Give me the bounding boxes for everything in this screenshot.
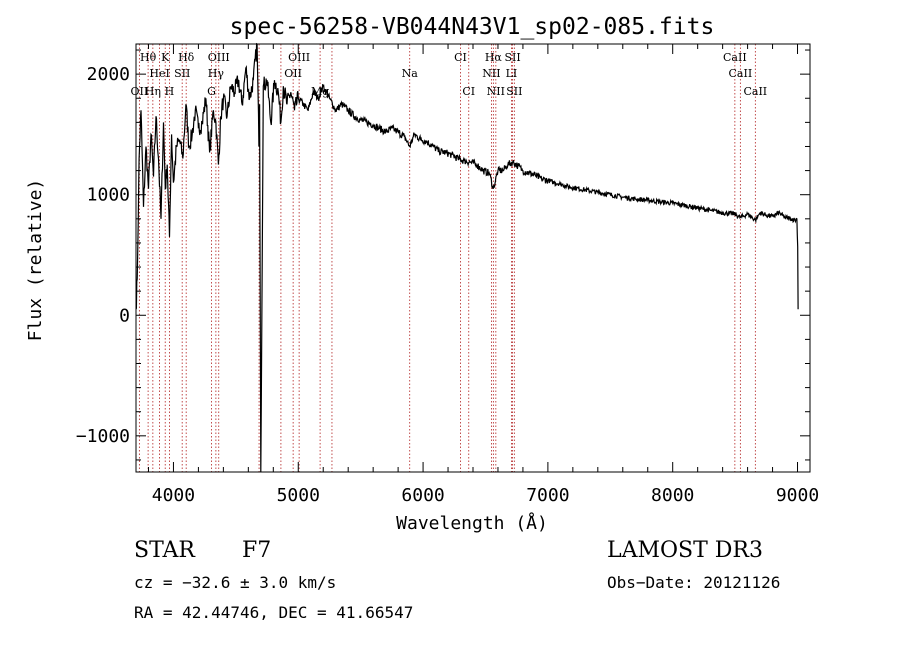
y-axis: −1000 0 1000 2000 (76, 49, 810, 461)
marker-label-15: LI (506, 67, 518, 80)
marker-label-6: Hα (485, 51, 503, 64)
marker-label-7: SII (504, 51, 520, 64)
x-tick-label: 8000 (651, 485, 694, 506)
x-tick-label: 5000 (277, 485, 320, 506)
x-axis-label: Wavelength (Å) (396, 512, 548, 534)
x-tick-label: 6000 (401, 485, 444, 506)
survey-name: LAMOST DR3 (607, 538, 763, 563)
y-tick-label: 2000 (87, 64, 130, 85)
marker-label-14: NII (482, 67, 500, 80)
object-class: STAR (134, 538, 195, 563)
observation-date: Obs−Date: 20121126 (607, 573, 781, 592)
y-axis-label: Flux (relative) (25, 179, 46, 342)
marker-label-9: HeI (149, 67, 169, 80)
marker-label-4: OIII (288, 51, 310, 64)
redshift-velocity: cz = −32.6 ± 3.0 km/s (134, 573, 337, 592)
marker-label-5: CI (454, 51, 467, 64)
y-tick-label: 0 (119, 305, 130, 326)
object-subclass: F7 (242, 538, 272, 563)
marker-label-1: K (161, 51, 170, 64)
marker-label-24: SII (506, 85, 522, 98)
marker-label-12: OII (284, 67, 302, 80)
marker-label-11: Hγ (208, 67, 225, 80)
marker-label-22: CI (462, 85, 475, 98)
spectrum-series-line (135, 42, 799, 473)
marker-label-3: OIII (208, 51, 230, 64)
x-tick-label: 9000 (776, 485, 819, 506)
marker-label-17: OII (131, 85, 149, 98)
spectral-line-markers (138, 44, 756, 472)
x-tick-label: 7000 (526, 485, 569, 506)
marker-label-19: H (165, 85, 175, 98)
x-tick-label: 4000 (152, 485, 195, 506)
sky-coordinates: RA = 42.44746, DEC = 41.66547 (134, 603, 414, 622)
marker-label-23: NII (487, 85, 505, 98)
marker-label-18: Hη (145, 85, 161, 98)
marker-label-20: G (207, 85, 216, 98)
marker-label-0: Hθ (140, 51, 157, 64)
marker-label-10: SII (174, 67, 190, 80)
y-tick-label: −1000 (76, 426, 130, 447)
marker-label-25: CaII (743, 85, 767, 98)
marker-label-13: Na (402, 67, 419, 80)
x-axis: 4000 5000 6000 7000 8000 9000 (147, 44, 819, 506)
marker-label-8: CaII (723, 51, 747, 64)
marker-label-16: CaII (729, 67, 753, 80)
plot-frame (135, 43, 811, 473)
chart-title: spec-56258-VB044N43V1_sp02-085.fits (230, 14, 715, 40)
y-tick-label: 1000 (87, 185, 130, 206)
marker-label-2: Hδ (178, 51, 195, 64)
